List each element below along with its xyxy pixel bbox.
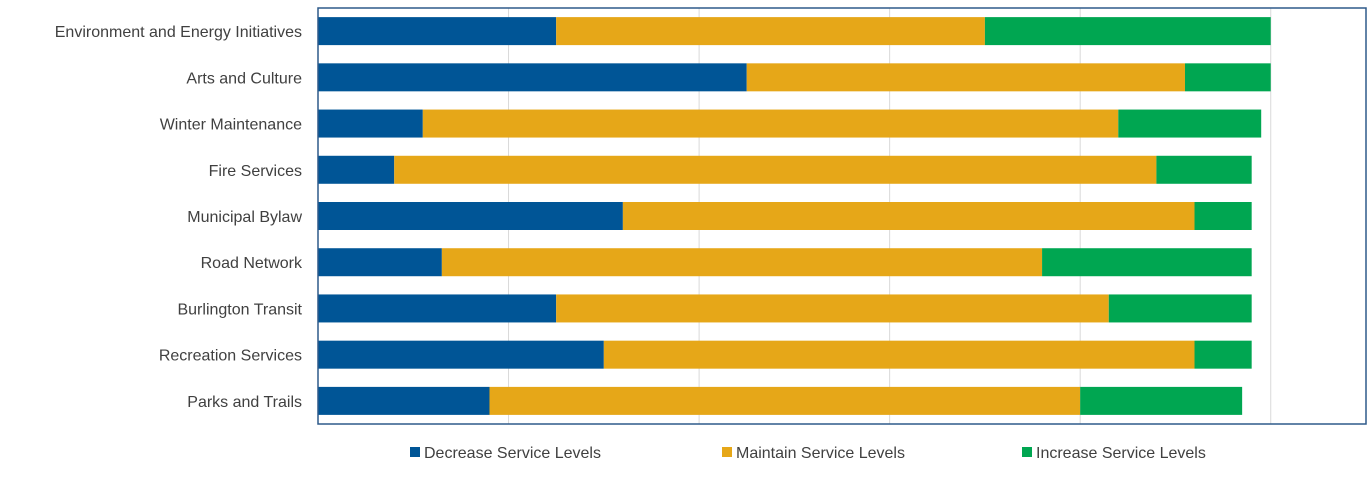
category-label: Environment and Energy Initiatives [55, 24, 302, 41]
legend: Decrease Service Levels Maintain Service … [410, 445, 1206, 462]
legend-label-increase-service-levels: Increase Service Levels [1036, 445, 1206, 462]
bar-increase-service-levels-recreation-services [1194, 340, 1252, 369]
bar-increase-service-levels-environment-and-energy-initiatives [984, 17, 1271, 46]
category-label: Recreation Services [159, 348, 302, 365]
bar-decrease-service-levels-road-network [318, 248, 442, 277]
bar-maintain-service-levels-fire-services [394, 155, 1157, 184]
bar-increase-service-levels-burlington-transit [1108, 294, 1252, 323]
legend-swatch-increase-service-levels [1022, 447, 1032, 457]
bar-decrease-service-levels-burlington-transit [318, 294, 557, 323]
legend-swatch-decrease-service-levels [410, 447, 420, 457]
category-label: Winter Maintenance [160, 117, 302, 134]
category-label: Road Network [201, 255, 303, 272]
bar-decrease-service-levels-recreation-services [318, 340, 604, 369]
bar-maintain-service-levels-recreation-services [603, 340, 1195, 369]
bar-decrease-service-levels-parks-and-trails [318, 386, 490, 415]
bar-maintain-service-levels-environment-and-energy-initiatives [556, 17, 985, 46]
bar-increase-service-levels-arts-and-culture [1184, 63, 1271, 92]
category-label: Municipal Bylaw [187, 209, 302, 226]
bar-increase-service-levels-parks-and-trails [1080, 386, 1243, 415]
bar-decrease-service-levels-fire-services [318, 155, 395, 184]
bar-maintain-service-levels-parks-and-trails [489, 386, 1081, 415]
bar-decrease-service-levels-environment-and-energy-initiatives [318, 17, 557, 46]
bar-maintain-service-levels-burlington-transit [556, 294, 1109, 323]
legend-swatch-maintain-service-levels [722, 447, 732, 457]
bar-maintain-service-levels-winter-maintenance [422, 109, 1119, 138]
bar-decrease-service-levels-arts-and-culture [318, 63, 747, 92]
bar-increase-service-levels-fire-services [1156, 155, 1252, 184]
category-label: Burlington Transit [177, 301, 302, 318]
bars [318, 17, 1271, 415]
plot-area-border [317, 7, 1367, 425]
bar-maintain-service-levels-road-network [441, 248, 1043, 277]
legend-label-decrease-service-levels: Decrease Service Levels [424, 445, 601, 462]
category-label: Arts and Culture [186, 70, 302, 87]
bar-increase-service-levels-winter-maintenance [1118, 109, 1262, 138]
bar-increase-service-levels-municipal-bylaw [1194, 202, 1252, 230]
category-labels: Environment and Energy Initiatives Arts a… [55, 24, 303, 411]
category-label: Parks and Trails [187, 394, 302, 411]
bar-decrease-service-levels-municipal-bylaw [318, 202, 623, 230]
category-label: Fire Services [209, 163, 302, 180]
bar-maintain-service-levels-arts-and-culture [746, 63, 1185, 92]
bar-maintain-service-levels-municipal-bylaw [622, 202, 1195, 230]
bar-increase-service-levels-road-network [1042, 248, 1252, 277]
bar-decrease-service-levels-winter-maintenance [318, 109, 423, 138]
legend-label-maintain-service-levels: Maintain Service Levels [736, 445, 905, 462]
